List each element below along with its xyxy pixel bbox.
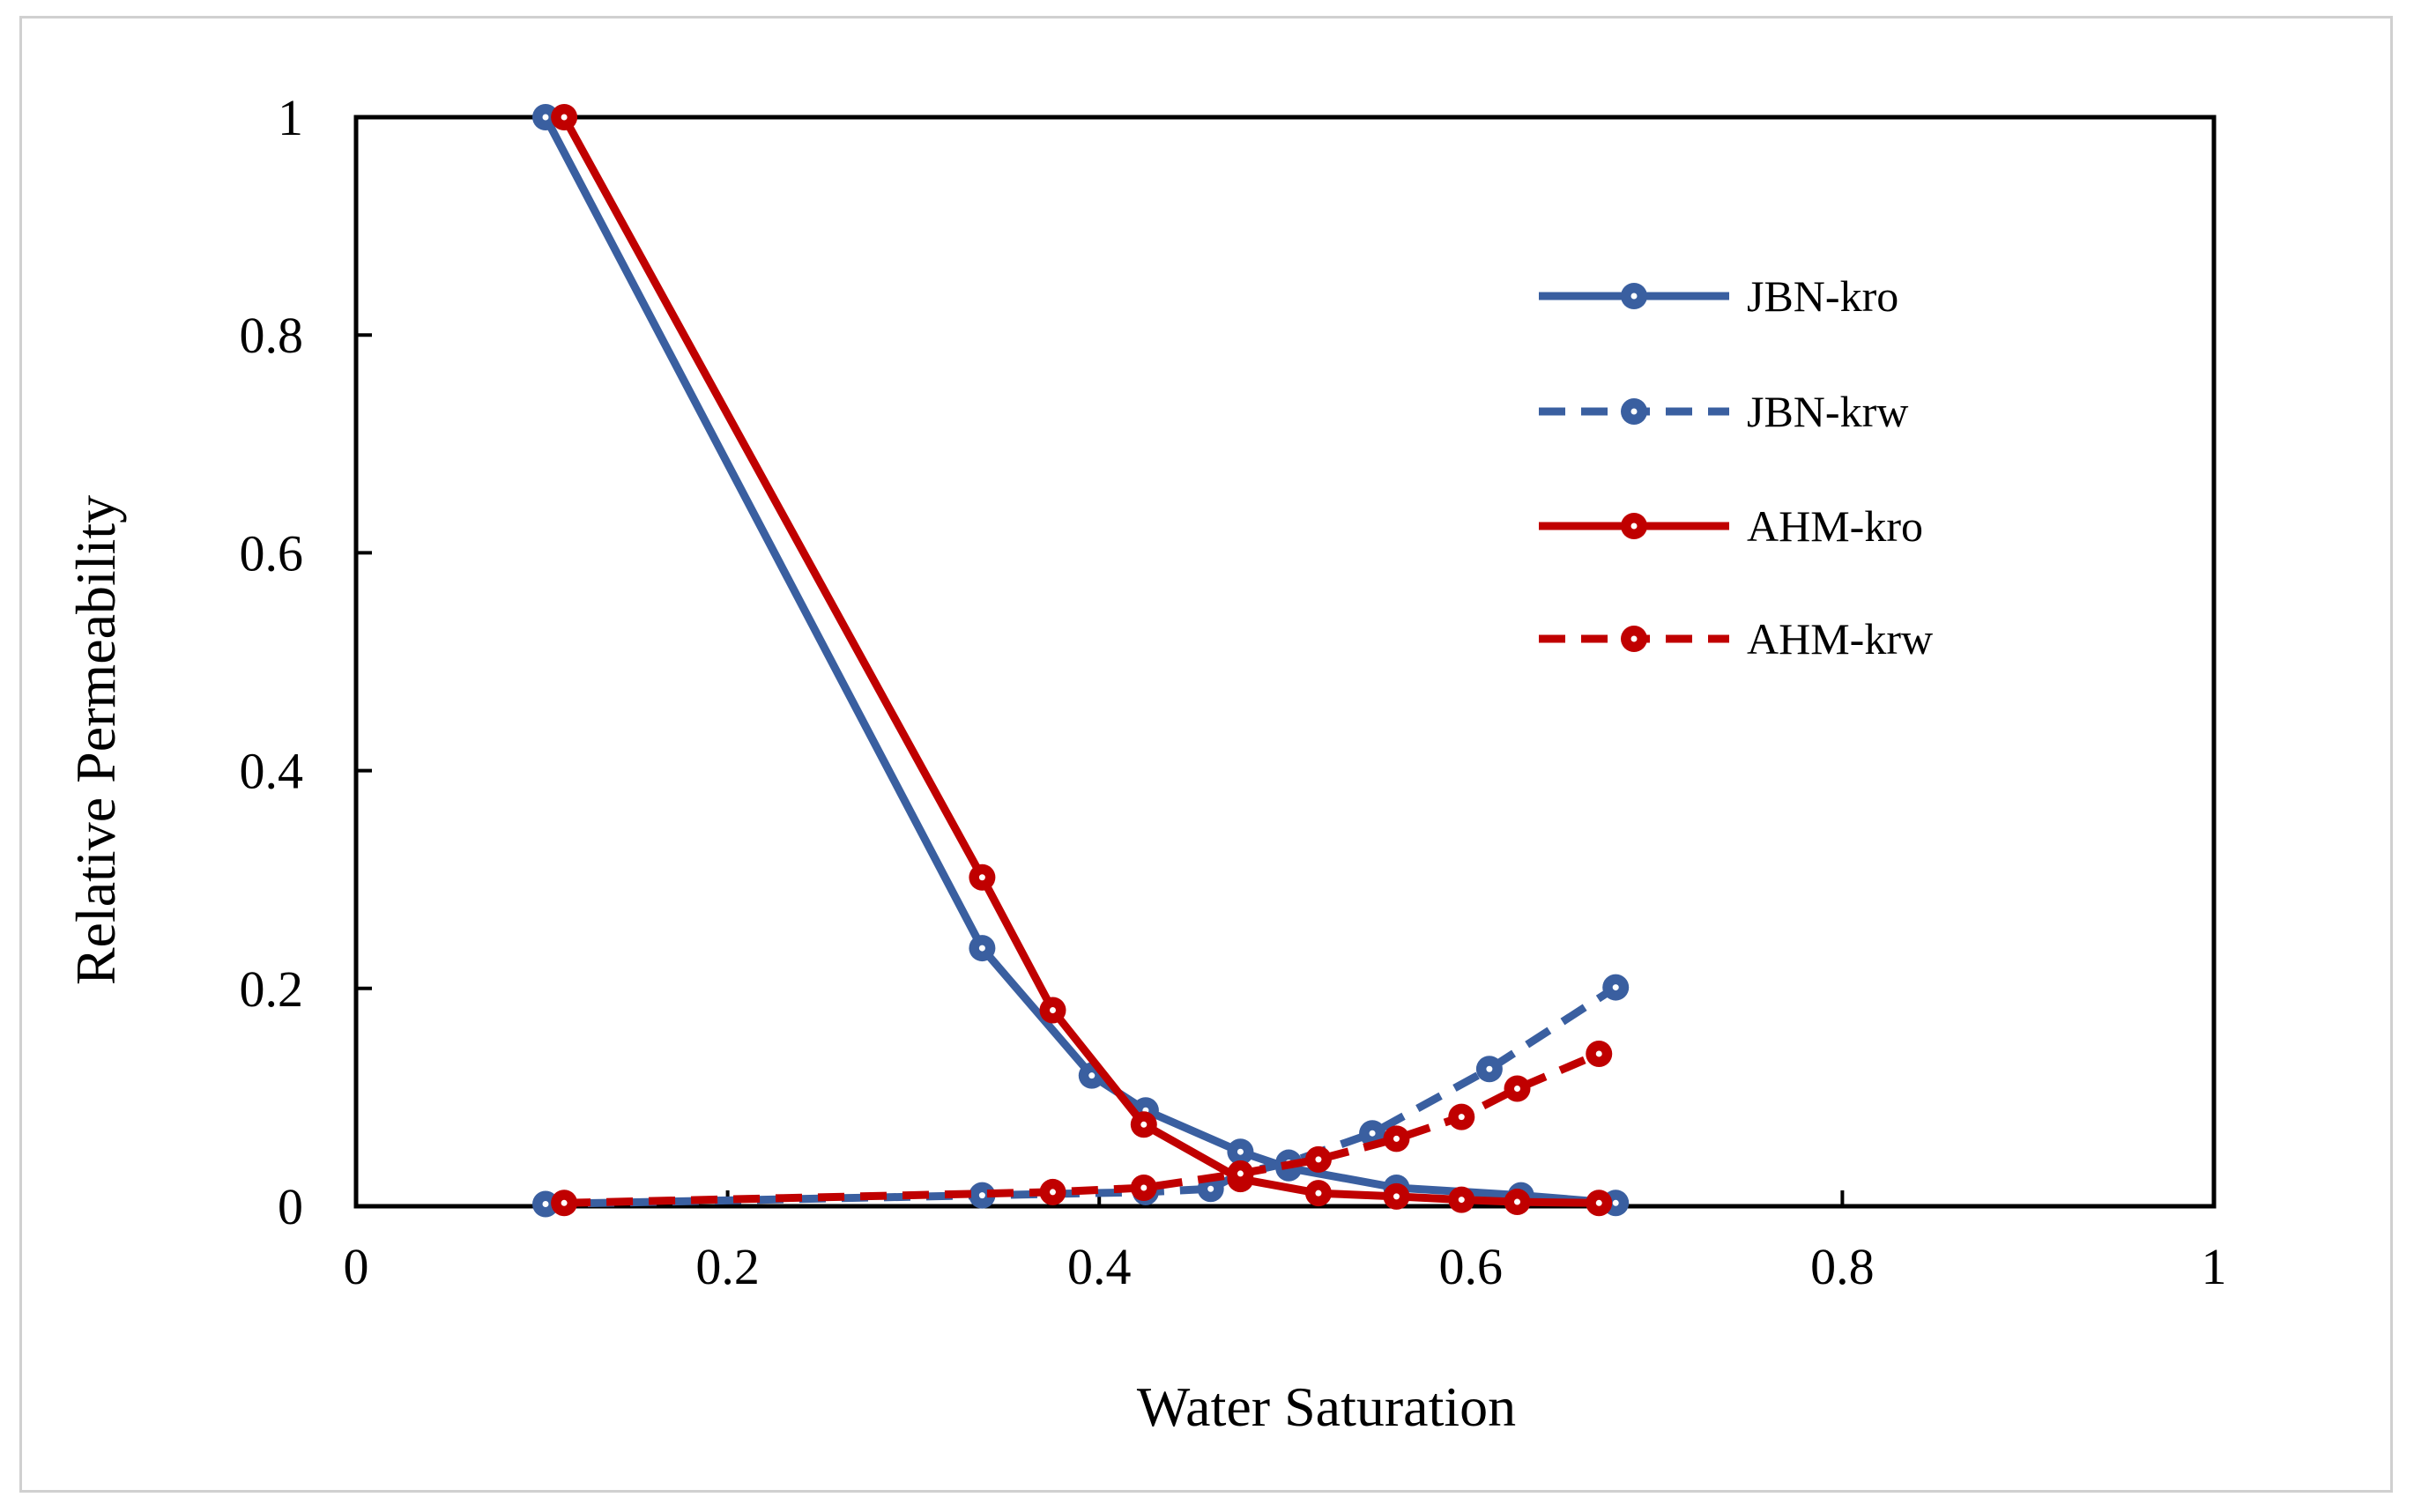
- x-axis-title: Water Saturation: [1137, 1375, 1516, 1438]
- x-tick-label: 0.6: [1439, 1238, 1504, 1295]
- x-tick-label: 0.4: [1067, 1238, 1132, 1295]
- data-point-center: [978, 1192, 985, 1199]
- data-point-center: [1140, 1184, 1148, 1191]
- x-tick-label: 0.2: [695, 1238, 760, 1295]
- legend-marker-center: [1630, 293, 1638, 300]
- data-point-center: [1315, 1156, 1322, 1163]
- series-jbn-krw: [532, 974, 1630, 1218]
- data-point-center: [1595, 1050, 1602, 1057]
- data-point-center: [1237, 1148, 1244, 1155]
- series-layer: [532, 104, 1630, 1218]
- series-line-ahm-kro: [561, 115, 1600, 1207]
- x-tick-label: 0: [344, 1238, 369, 1295]
- legend-marker-center: [1630, 408, 1638, 415]
- data-point-center: [1050, 1189, 1056, 1196]
- series-line-jbn-krw: [545, 983, 1618, 1208]
- series-ahm-krw: [551, 1040, 1613, 1217]
- data-point-center: [1595, 1199, 1602, 1206]
- x-axis: 0 0.2 0.4 0.6 0.8 1: [344, 1190, 2227, 1295]
- data-point-center: [1514, 1198, 1520, 1205]
- data-point-center: [1369, 1130, 1376, 1137]
- data-point-center: [1207, 1185, 1214, 1192]
- x-tick-label: 0.8: [1810, 1238, 1875, 1295]
- legend-label-ahm-kro: AHM-kro: [1747, 501, 1923, 551]
- data-point-center: [1237, 1170, 1244, 1177]
- y-tick-label: 1: [278, 89, 303, 146]
- data-point-center: [561, 114, 568, 121]
- y-axis: 0 0.2 0.4 0.6 0.8 1: [240, 89, 372, 1235]
- data-point-center: [1612, 1199, 1619, 1206]
- data-point-center: [1393, 1135, 1400, 1142]
- legend-label-jbn-krw: JBN-krw: [1747, 387, 1908, 436]
- y-tick-label: 0.8: [240, 307, 304, 364]
- x-tick-label: 1: [2202, 1238, 2227, 1295]
- y-tick-label: 0.2: [240, 960, 304, 1018]
- y-tick-label: 0: [278, 1178, 303, 1235]
- data-point-center: [1088, 1072, 1096, 1079]
- legend-label-jbn-kro: JBN-kro: [1747, 271, 1898, 321]
- plot-area: [353, 115, 2217, 1209]
- data-point-center: [1514, 1086, 1520, 1093]
- data-point-center: [542, 114, 549, 121]
- data-point-center: [1315, 1190, 1322, 1197]
- data-point-center: [542, 1201, 549, 1208]
- legend-marker-center: [1630, 635, 1638, 642]
- data-point-center: [1458, 1197, 1465, 1204]
- data-point-center: [978, 945, 985, 952]
- data-point-center: [561, 1199, 568, 1206]
- y-tick-label: 0.6: [240, 524, 304, 582]
- data-point-center: [1458, 1114, 1465, 1121]
- data-point-center: [1050, 1007, 1056, 1014]
- data-point-center: [1486, 1065, 1493, 1072]
- series-line-ahm-krw: [563, 1049, 1601, 1207]
- legend: JBN-kro JBN-krw AHM-kro AHM-krw: [1539, 271, 1933, 663]
- data-point-center: [1140, 1121, 1148, 1128]
- series-ahm-kro: [551, 104, 1613, 1217]
- legend-label-ahm-krw: AHM-krw: [1747, 614, 1933, 663]
- y-axis-title: Relative Permeability: [64, 495, 127, 985]
- data-point-center: [978, 874, 985, 881]
- y-tick-label: 0.4: [240, 743, 304, 800]
- data-point-center: [1612, 984, 1619, 991]
- chart-frame: [19, 16, 2393, 1493]
- legend-marker-center: [1630, 523, 1638, 530]
- data-point-center: [1393, 1193, 1400, 1200]
